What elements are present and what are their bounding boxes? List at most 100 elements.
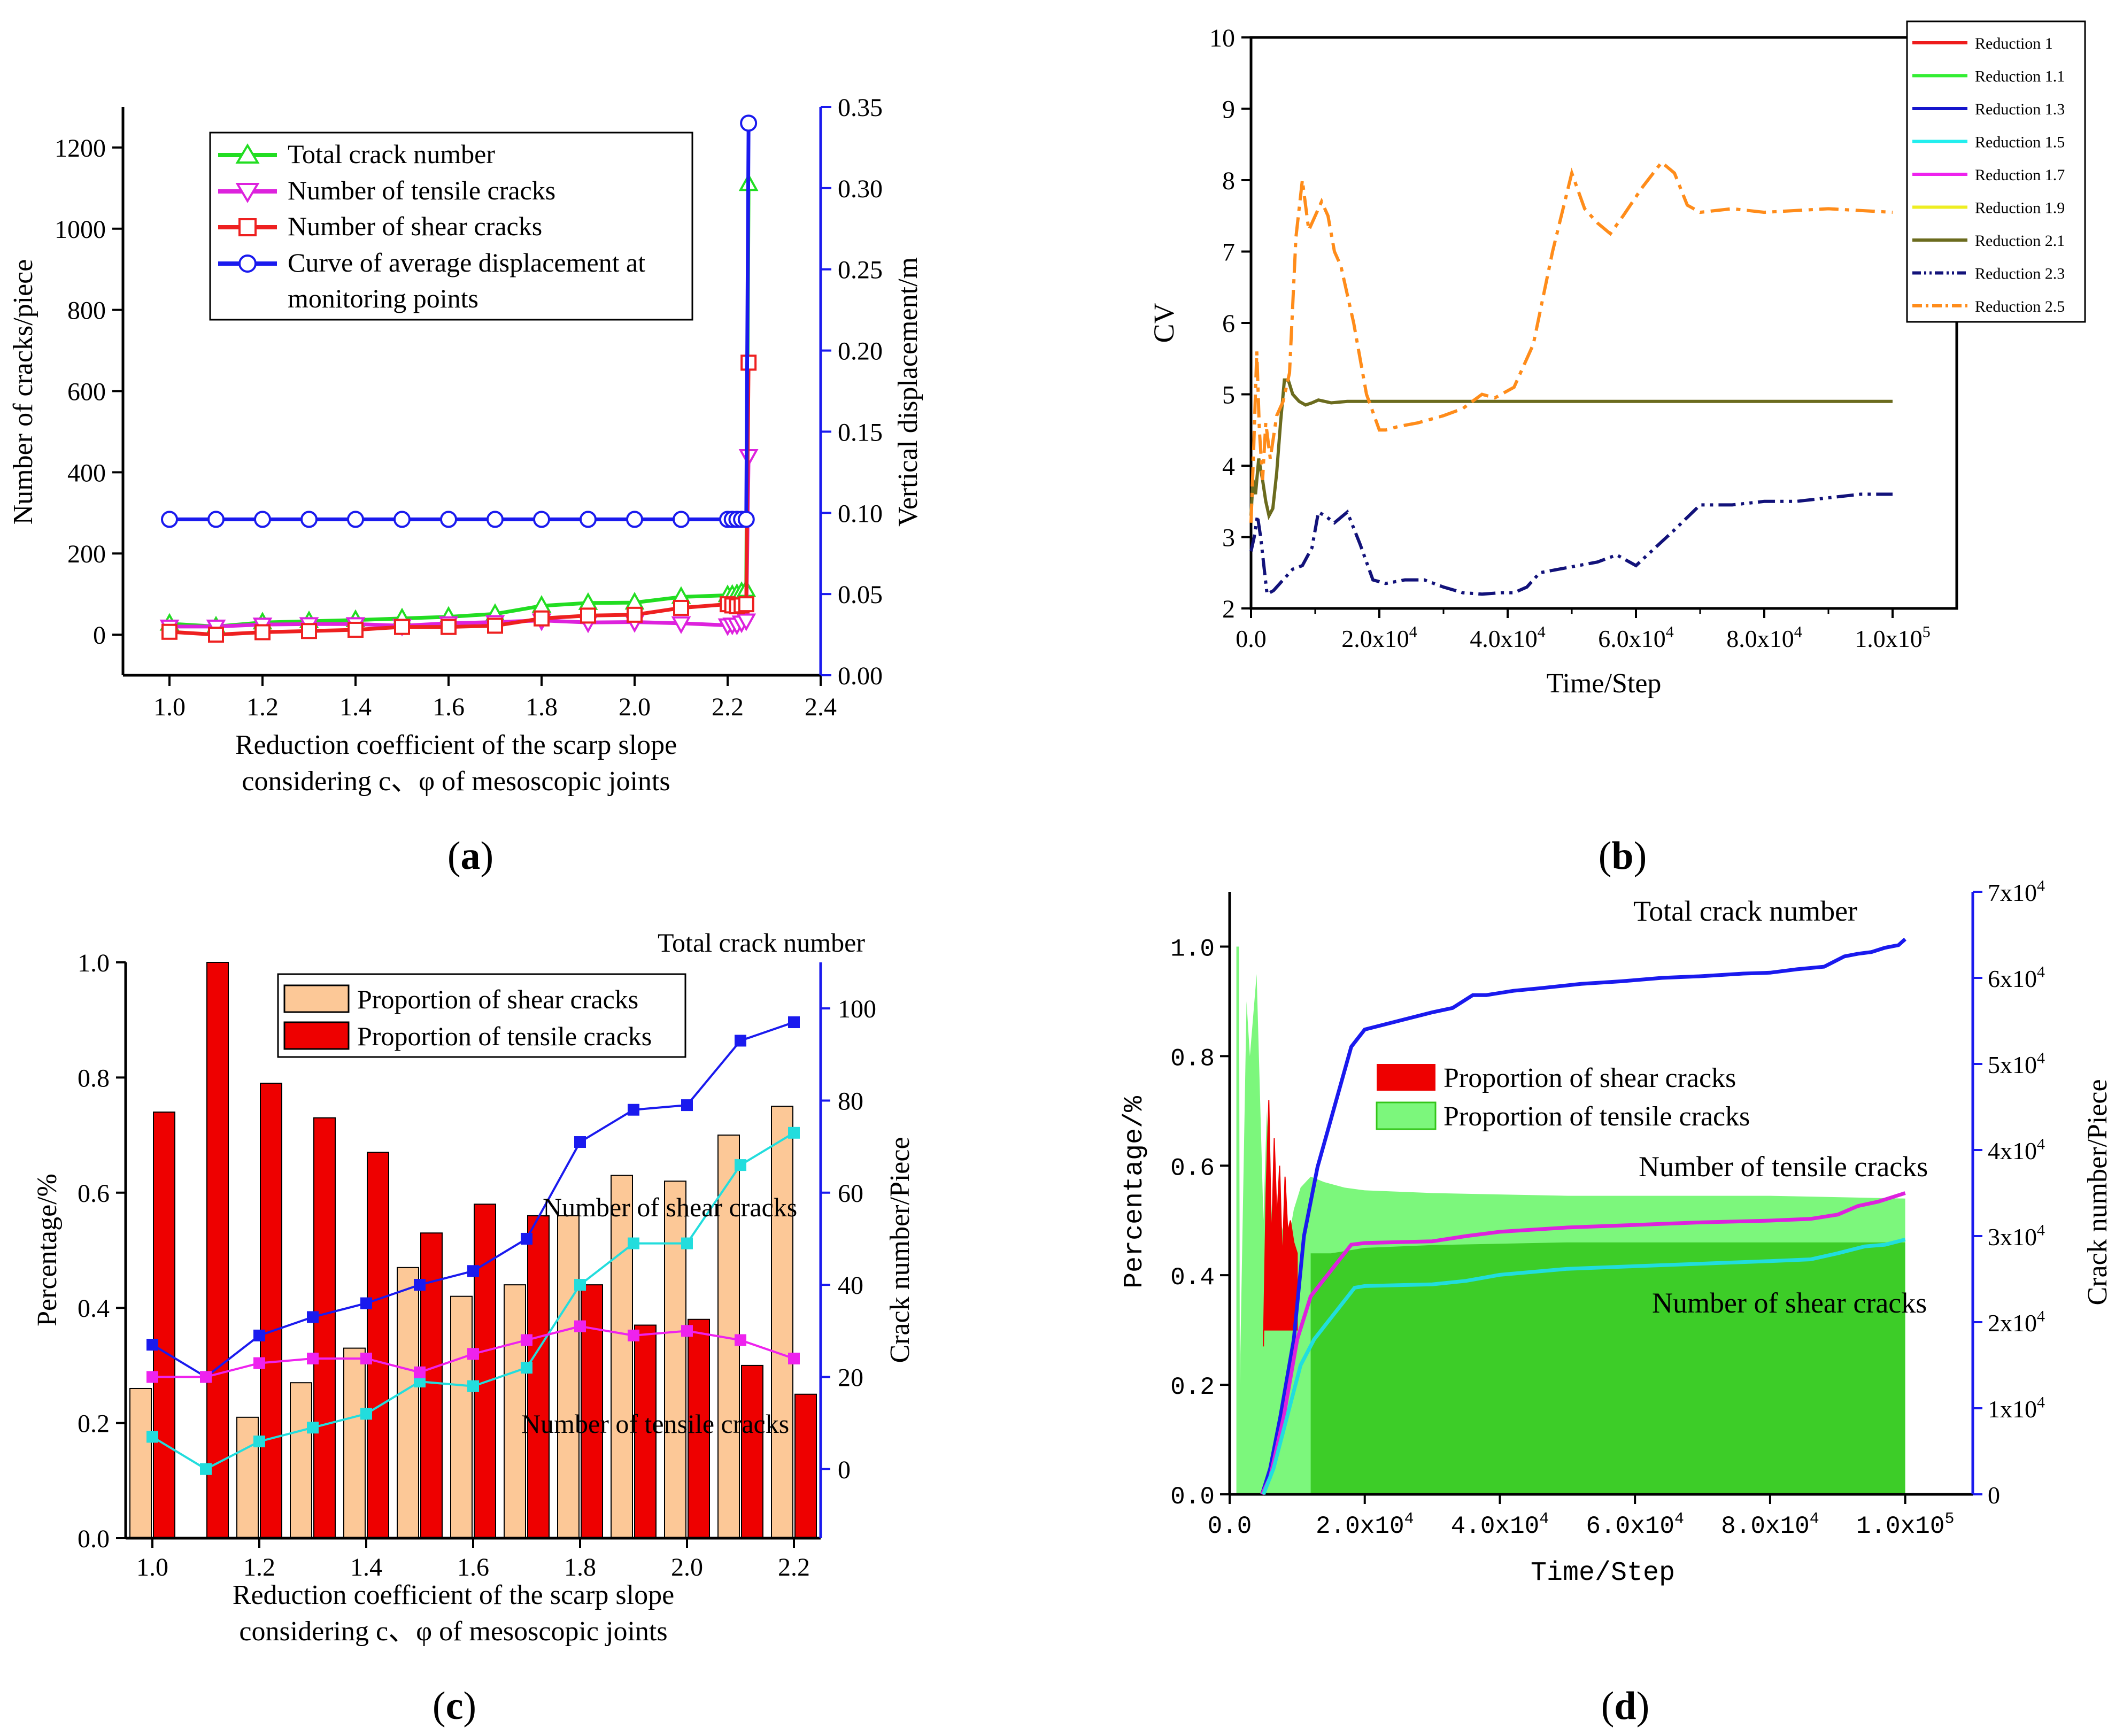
x-tick-label: 0.0 bbox=[1208, 1513, 1252, 1540]
marker-displacement bbox=[626, 511, 643, 528]
legend-label-b: Reduction 2.1 bbox=[1975, 232, 2065, 250]
bar-shear bbox=[771, 1106, 793, 1539]
marker-displacement bbox=[487, 511, 504, 528]
marker-shear-cracks bbox=[161, 623, 177, 640]
legend-label-b: Reduction 2.5 bbox=[1975, 298, 2065, 315]
bar-tensile bbox=[260, 1083, 282, 1539]
series-line-d-0 bbox=[1260, 937, 1906, 1495]
marker-shear-cracks bbox=[738, 596, 754, 613]
marker-c-0 bbox=[360, 1297, 372, 1309]
marker-c-2 bbox=[146, 1371, 158, 1383]
y2-tick-label: 0.25 bbox=[838, 256, 883, 284]
panel-a-chart: 1.0 1.2 1.4 1.6 1.8 2.0 2.2 2.4 0 200 400 600 800 100… bbox=[8, 94, 923, 878]
annotation-number-shear-cracks: Number of shear cracks bbox=[543, 1192, 797, 1222]
panel-a-letter: a bbox=[461, 834, 481, 878]
panel-b-chart: 0.0 2.0x104 4.0x104 6.0x104 8.0x104 1.0x105 2 3… bbox=[1148, 20, 2086, 878]
y-tick-label: 800 bbox=[67, 297, 106, 325]
bar-shear bbox=[611, 1175, 633, 1539]
marker-c-2 bbox=[681, 1325, 693, 1337]
panel-a-y-label: Number of cracks/piece bbox=[8, 259, 38, 525]
y-tick-label: 0.2 bbox=[1170, 1374, 1215, 1401]
bar-shear bbox=[343, 1347, 366, 1539]
marker-c-1 bbox=[628, 1237, 639, 1249]
legend-d-proportion-shear: Proportion of shear cracks bbox=[1443, 1063, 1736, 1093]
marker-displacement bbox=[580, 511, 597, 528]
marker-c-0 bbox=[253, 1329, 265, 1341]
bar-tensile bbox=[741, 1364, 763, 1539]
bar-tensile bbox=[794, 1393, 817, 1539]
y-tick-label: 0.6 bbox=[78, 1179, 110, 1208]
marker-c-1 bbox=[574, 1279, 586, 1291]
marker-tensile-cracks bbox=[671, 616, 691, 634]
y-tick-label: 0.0 bbox=[1170, 1483, 1215, 1511]
marker-shear-cracks bbox=[348, 621, 364, 638]
x-tick-label: 1.8 bbox=[526, 693, 558, 721]
marker-c-1 bbox=[146, 1431, 158, 1443]
x-tick-label: 6.0x104 bbox=[1598, 623, 1674, 652]
x-tick-label: 1.2 bbox=[246, 693, 279, 721]
y-tick-label: 9 bbox=[1222, 96, 1235, 124]
y2-tick-label: 0.00 bbox=[838, 662, 883, 690]
y-tick-label: 5 bbox=[1222, 381, 1235, 410]
marker-c-0 bbox=[788, 1016, 800, 1029]
y2-tick-label: 0.20 bbox=[838, 337, 883, 366]
panel-d-y-label: Percentage/% bbox=[1120, 1095, 1150, 1289]
annotation-d-tensile: Number of tensile cracks bbox=[1639, 1151, 1928, 1183]
marker-c-1 bbox=[253, 1436, 265, 1448]
series-line-d-1 bbox=[1260, 1191, 1906, 1495]
x-tick-label: 2.4 bbox=[805, 693, 837, 721]
marker-c-1 bbox=[307, 1422, 319, 1434]
legend-shear-cracks: Number of shear cracks bbox=[288, 211, 542, 241]
marker-shear-cracks bbox=[301, 623, 317, 639]
y2-tick-label: 0 bbox=[1988, 1482, 2000, 1509]
x-tick-label: 2.2 bbox=[712, 693, 744, 721]
x-tick-label: 8.0x104 bbox=[1721, 1510, 1819, 1540]
marker-displacement bbox=[440, 511, 457, 528]
panel-a-caption: (a) bbox=[447, 834, 493, 878]
marker-c-0 bbox=[307, 1311, 319, 1323]
bar-shear bbox=[450, 1295, 473, 1539]
x-tick-label: 1.2 bbox=[243, 1553, 275, 1581]
marker-c-0 bbox=[467, 1265, 479, 1277]
y-tick-label: 0.8 bbox=[78, 1064, 110, 1092]
y-tick-label: 0.6 bbox=[1170, 1154, 1215, 1182]
marker-displacement bbox=[254, 511, 271, 528]
marker-c-0 bbox=[628, 1104, 639, 1116]
marker-c-0 bbox=[414, 1279, 426, 1291]
bar-shear bbox=[236, 1416, 259, 1539]
bar-tensile bbox=[634, 1324, 657, 1539]
bar-tensile bbox=[527, 1215, 550, 1539]
legend-label-b: Reduction 1.1 bbox=[1975, 68, 2065, 86]
x-tick-label: 1.4 bbox=[339, 693, 372, 721]
marker-displacement bbox=[300, 511, 318, 528]
panel-c-chart: 1.0 1.2 1.4 1.6 1.8 2.0 2.2 0.0 0.2 0.4 0.6 0.8 1.0 0… bbox=[32, 928, 915, 1728]
y-tick-label: 600 bbox=[67, 378, 106, 406]
annotation-total-crack-number: Total crack number bbox=[658, 928, 865, 958]
marker-c-2 bbox=[521, 1334, 532, 1346]
y-tick-label: 1000 bbox=[55, 215, 106, 244]
marker-c-2 bbox=[788, 1352, 800, 1364]
marker-c-2 bbox=[628, 1329, 639, 1341]
panel-d-chart: 0.0 2.0x104 4.0x104 6.0x104 8.0x104 1.0x105 0.… bbox=[1120, 877, 2113, 1728]
y-tick-label: 4 bbox=[1222, 452, 1235, 481]
panel-c-caption: (c) bbox=[433, 1684, 476, 1728]
panel-d-letter: d bbox=[1614, 1684, 1636, 1728]
marker-c-0 bbox=[146, 1339, 158, 1351]
marker-c-1 bbox=[467, 1380, 479, 1392]
marker-displacement bbox=[393, 511, 411, 528]
bar-shear bbox=[557, 1215, 580, 1539]
series-line-reduction-2 bbox=[1249, 160, 1893, 523]
marker-tensile-cracks bbox=[736, 613, 756, 631]
marker-displacement bbox=[533, 511, 550, 528]
y-tick-label: 2 bbox=[1222, 595, 1235, 623]
x-tick-label: 2.0x104 bbox=[1316, 1510, 1414, 1540]
marker-c-0 bbox=[735, 1035, 746, 1047]
x-tick-label: 1.0 bbox=[136, 1553, 168, 1581]
x-tick-label: 1.0 bbox=[153, 693, 186, 721]
bar-tensile bbox=[153, 1112, 175, 1539]
y-tick-label: 8 bbox=[1222, 167, 1235, 195]
panel-c-y-label: Percentage/% bbox=[32, 1174, 63, 1326]
marker-displacement bbox=[740, 114, 758, 132]
y-tick-label: 400 bbox=[67, 459, 106, 487]
panel-a-legend: Total crack number Number of tensile cra… bbox=[209, 132, 693, 321]
